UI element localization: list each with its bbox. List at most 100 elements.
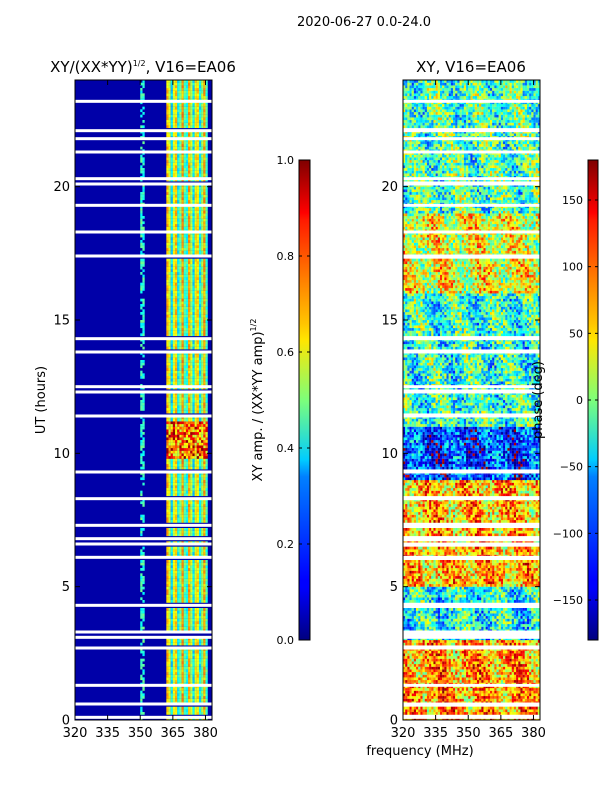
heatmap-cell (205, 565, 208, 569)
heatmap-cell (185, 293, 189, 297)
heatmap-cell (166, 189, 169, 193)
heatmap-cell (198, 448, 202, 451)
heatmap-cell (175, 357, 178, 361)
heatmap-cell (185, 378, 189, 382)
heatmap-cell (170, 274, 173, 278)
heatmap-cell (201, 224, 204, 227)
heatmap-cell (181, 274, 184, 278)
heatmap-cell (175, 106, 178, 110)
heatmap-cell (175, 434, 178, 438)
heatmap-cell (177, 546, 180, 550)
heatmap-cell (185, 560, 189, 563)
heatmap-cell (183, 546, 186, 550)
heatmap-cell (172, 658, 176, 662)
heatmap-cell (177, 88, 180, 91)
heatmap-cell (179, 186, 182, 190)
heatmap-cell (170, 568, 173, 571)
heatmap-cell (522, 712, 525, 715)
heatmap-cell (172, 653, 176, 657)
heatmap-cell (170, 450, 173, 454)
heatmap-cell (201, 669, 204, 673)
heatmap-cell (188, 237, 191, 241)
heatmap-cell (192, 642, 195, 646)
heatmap-cell (172, 608, 176, 611)
heatmap-cell (172, 461, 176, 465)
heatmap-cell (179, 570, 182, 574)
heatmap-cell (533, 696, 536, 699)
heatmap-cell (198, 642, 202, 646)
heatmap-cell (498, 696, 501, 699)
heatmap-cell (179, 248, 182, 251)
heatmap-cell (166, 288, 169, 291)
heatmap-cell (175, 520, 178, 523)
heatmap-cell (166, 280, 169, 283)
heatmap-cell (205, 133, 208, 137)
heatmap-cell (172, 621, 176, 625)
heatmap-cell (205, 610, 208, 614)
heatmap-cell (185, 592, 189, 595)
heatmap-cell (170, 90, 173, 94)
heatmap-cell (175, 218, 178, 222)
heatmap-cell (205, 242, 208, 246)
heatmap-cell (142, 501, 145, 505)
heatmap-cell (170, 309, 173, 313)
heatmap-cell (188, 680, 191, 683)
heatmap-cell (190, 624, 193, 627)
heatmap-cell (198, 586, 202, 590)
heatmap-cell (168, 690, 171, 694)
heatmap-cell (194, 264, 197, 267)
heatmap-cell (205, 370, 208, 374)
heatmap-cell (179, 120, 182, 123)
heatmap-cell (181, 373, 184, 377)
heatmap-cell (142, 712, 145, 715)
heatmap-cell (201, 592, 204, 595)
heatmap-cell (470, 693, 473, 697)
heatmap-cell (166, 160, 169, 163)
heatmap-cell (198, 608, 202, 611)
heatmap-cell (203, 640, 206, 643)
heatmap-cell (175, 162, 178, 166)
heatmap-cell (205, 266, 208, 270)
heatmap-cell (140, 114, 143, 118)
heatmap-cell (185, 298, 189, 302)
heatmap-cell (181, 608, 184, 611)
heatmap-cell (192, 480, 195, 483)
heatmap-cell (205, 314, 208, 318)
heatmap-cell (500, 698, 504, 702)
heatmap-cell (185, 280, 189, 283)
heatmap-cell (194, 533, 197, 537)
heatmap-cell (190, 712, 193, 715)
heatmap-cell (435, 693, 438, 697)
heatmap-cell (142, 226, 145, 230)
heatmap-cell (190, 80, 193, 83)
heatmap-cell (205, 269, 208, 273)
heatmap-cell (198, 328, 202, 331)
heatmap-cell (196, 328, 200, 331)
heatmap-cell (177, 674, 180, 678)
heatmap-cell (170, 133, 173, 137)
heatmap-cell (175, 530, 178, 534)
heatmap-cell (177, 325, 180, 329)
heatmap-cell (198, 421, 202, 425)
heatmap-cell (183, 290, 186, 294)
heatmap-cell (413, 696, 417, 699)
heatmap-cell (196, 168, 200, 171)
heatmap-cell (201, 168, 204, 171)
heatmap-cell (203, 210, 206, 214)
heatmap-cell (166, 362, 169, 366)
heatmap-cell (183, 608, 186, 611)
heatmap-cell (524, 709, 528, 713)
heatmap-cell (190, 608, 193, 611)
heatmap-cell (177, 237, 180, 241)
heatmap-cell (177, 456, 180, 459)
heatmap-cell (177, 354, 180, 358)
heatmap-cell (181, 296, 184, 299)
heatmap-cell (181, 506, 184, 510)
heatmap-cell (198, 261, 202, 265)
heatmap-cell (168, 322, 171, 326)
heatmap-cell (172, 125, 176, 129)
heatmap-cell (194, 530, 197, 534)
heatmap-cell (183, 448, 186, 451)
heatmap-cell (198, 424, 202, 427)
heatmap-cell (203, 314, 206, 318)
